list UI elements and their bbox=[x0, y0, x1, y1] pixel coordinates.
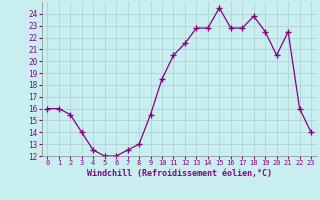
X-axis label: Windchill (Refroidissement éolien,°C): Windchill (Refroidissement éolien,°C) bbox=[87, 169, 272, 178]
